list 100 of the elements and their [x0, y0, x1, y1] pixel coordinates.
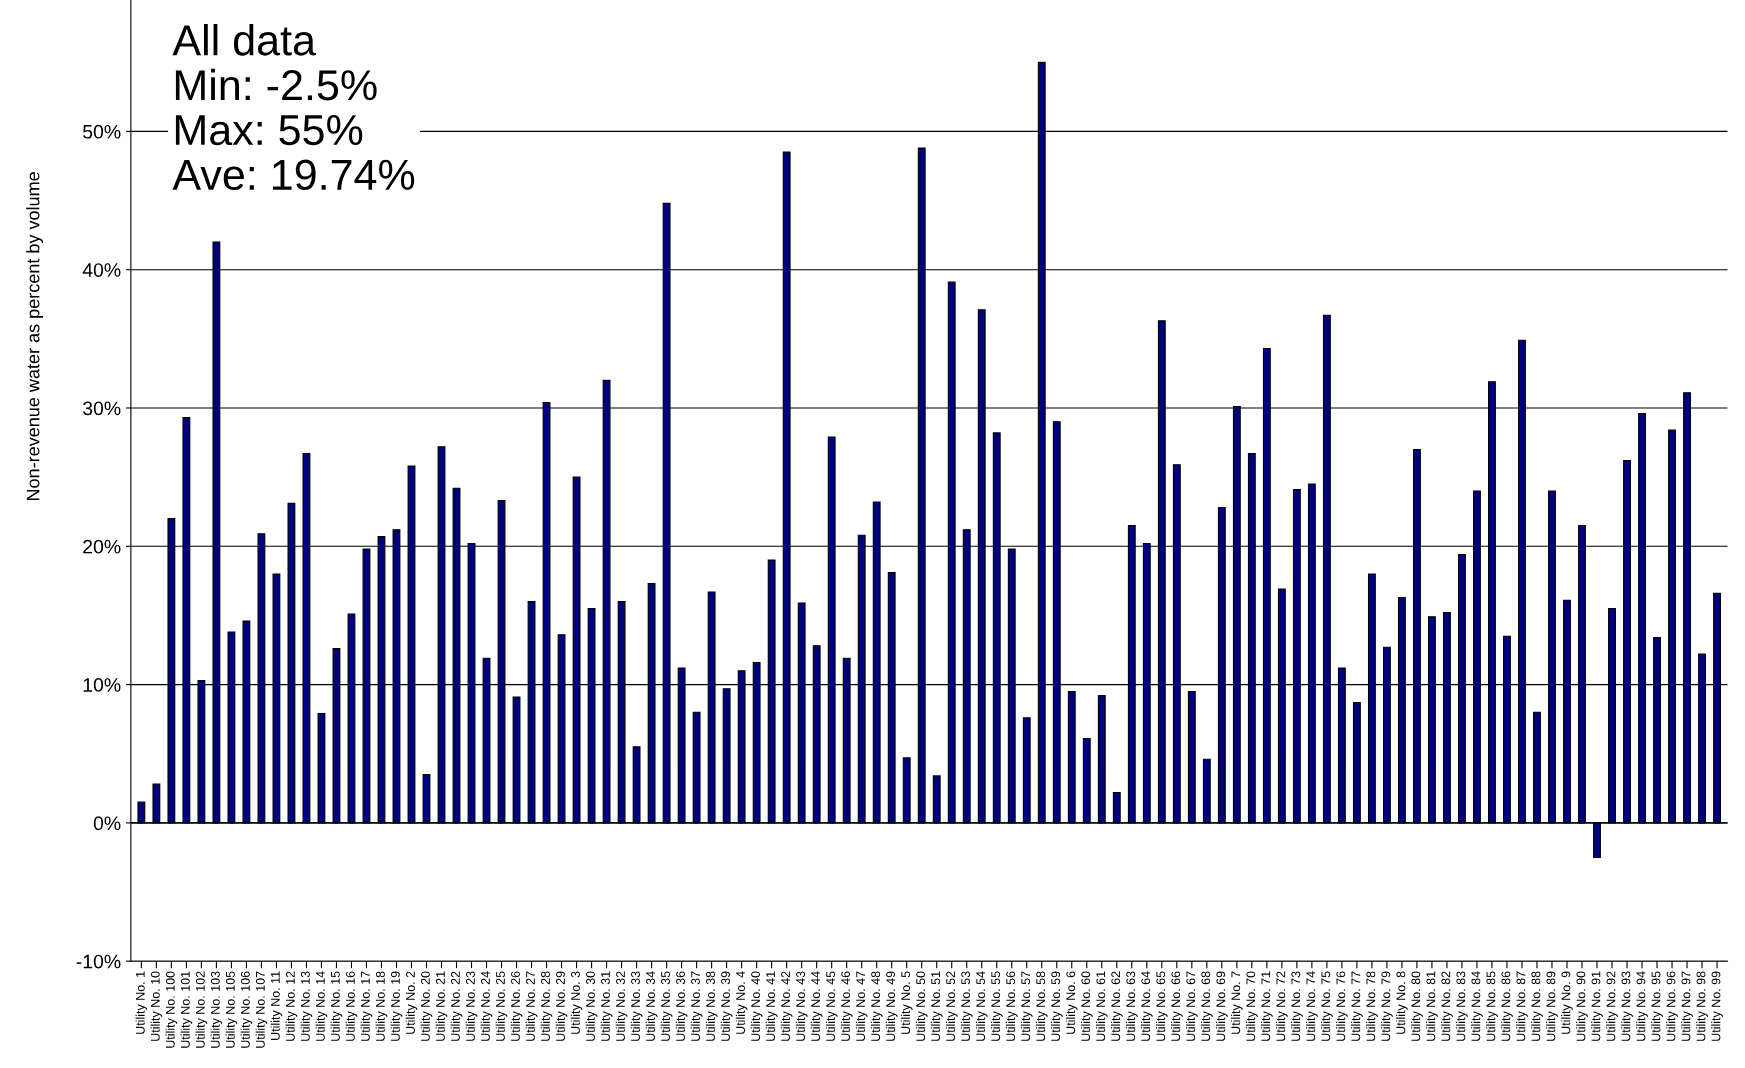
x-tick-label: Utility No. 46	[840, 971, 853, 1041]
x-tick-label: Utility No. 83	[1456, 971, 1468, 1041]
x-tick-label: Utility No. 81	[1426, 971, 1438, 1041]
x-tick-label: Utility No. 71	[1261, 971, 1273, 1041]
x-tick-label: Utility No. 14	[315, 971, 328, 1041]
x-tick-label: Utility No. 93	[1621, 971, 1633, 1041]
x-tick-label: Utility No. 1	[135, 971, 148, 1034]
x-tick-label: Utility No. 2	[405, 971, 418, 1034]
x-tick-label: Utility No. 91	[1591, 971, 1603, 1041]
x-tick-label: Utility No. 77	[1351, 971, 1363, 1041]
x-tick-label: Utility No. 11	[270, 971, 283, 1040]
x-tick-label: Utility No. 31	[600, 971, 613, 1041]
x-tick-label: Utility No. 5	[900, 971, 913, 1034]
x-tick-label: Utility No. 60	[1080, 971, 1093, 1041]
annotation: All data	[172, 24, 316, 56]
x-tick-label: Utility No. 6	[1065, 971, 1078, 1034]
x-tick-label: Utility No. 61	[1095, 971, 1108, 1041]
x-tick-label: Utility No. 13	[300, 971, 313, 1041]
x-tick-label: Utility No. 89	[1546, 971, 1558, 1041]
x-tick-label: Utility No. 82	[1441, 971, 1453, 1041]
x-tick-label: Utility No. 69	[1216, 971, 1228, 1041]
x-tick-label: Utility No. 62	[1110, 971, 1123, 1041]
x-tick-label: Utility No. 53	[960, 971, 973, 1041]
x-tick-label: Utility No. 106	[240, 971, 253, 1048]
x-tick-label: Utility No. 65	[1155, 971, 1168, 1041]
x-tick-label: Utility No. 32	[615, 971, 628, 1041]
x-tick-label: Utility No. 17	[360, 971, 373, 1041]
x-tick-label: Utility No. 4	[735, 971, 748, 1034]
x-tick-label: Utility No. 55	[990, 971, 1003, 1041]
x-tick-label: Utility No. 42	[780, 971, 793, 1041]
x-tick-label: Utility No. 72	[1276, 971, 1288, 1041]
x-tick-label: Utility No. 87	[1516, 971, 1528, 1041]
y-tick-label: 40%	[82, 263, 121, 277]
x-tick-label: Utility No. 52	[945, 971, 958, 1041]
x-tick-label: Utility No. 58	[1035, 971, 1048, 1041]
x-tick-label: Utility No. 86	[1501, 971, 1513, 1041]
x-tick-label: Utility No. 24	[480, 971, 493, 1041]
x-tick-label: Utility No. 48	[870, 971, 883, 1041]
x-tick-label: Utility No. 74	[1306, 971, 1318, 1041]
x-tick-label: Utility No. 96	[1666, 971, 1678, 1041]
x-tick-label: Utility No. 67	[1186, 971, 1198, 1041]
x-tick-label: Utility No. 45	[825, 971, 838, 1041]
y-tick-label: 20%	[83, 539, 121, 554]
x-tick-label: Utility No. 35	[660, 971, 673, 1041]
x-tick-label: Utility No. 41	[765, 971, 778, 1041]
x-tick-label: Utility No. 44	[810, 971, 823, 1041]
x-tick-label: Utility No. 36	[675, 971, 688, 1041]
x-tick-label: Utility No. 39	[720, 971, 733, 1041]
y-axis-title: Non-revenue water as percent by volume	[26, 172, 44, 501]
x-tick-label: Utility No. 34	[645, 971, 658, 1041]
annotation: Max: 55%	[175, 114, 363, 146]
x-tick-label: Utility No. 75	[1321, 971, 1333, 1041]
x-tick-label: Utility No. 16	[345, 971, 358, 1041]
x-tick-label: Utility No. 68	[1201, 971, 1213, 1041]
x-tick-label: Utility No. 66	[1170, 971, 1183, 1041]
x-tick-label: Utility No. 50	[915, 971, 928, 1041]
x-tick-label: Utility No. 76	[1336, 971, 1348, 1041]
x-tick-label: Utility No. 40	[750, 971, 763, 1041]
x-tick-label: Utility No. 84	[1471, 971, 1483, 1041]
x-tick-label: Utility No. 95	[1651, 971, 1663, 1041]
y-tick-label: 0%	[93, 816, 121, 831]
x-tick-label: Utility No. 85	[1486, 971, 1498, 1041]
x-tick-label: Utility No. 22	[450, 971, 463, 1041]
x-tick-label: Utility No. 99	[1711, 971, 1723, 1041]
x-tick-label: Utility No. 64	[1140, 971, 1153, 1041]
x-tick-label: Utility No. 88	[1531, 971, 1543, 1041]
x-tick-label: Utility No. 47	[855, 971, 868, 1041]
x-tick-label: Utility No. 57	[1020, 971, 1033, 1041]
x-tick-label: Utility No. 80	[1411, 971, 1423, 1041]
x-tick-label: Utility No. 59	[1050, 971, 1063, 1041]
x-tick-label: Utility No. 33	[630, 971, 643, 1041]
x-tick-label: Utility No. 3	[570, 971, 583, 1034]
y-tick-label: 30%	[82, 401, 121, 416]
x-tick-label: Utility No. 63	[1125, 971, 1138, 1041]
x-tick-label: Utility No. 15	[330, 971, 343, 1041]
x-tick-label: Utility No. 27	[525, 971, 538, 1041]
x-tick-label: Utility No. 102	[195, 971, 208, 1048]
x-tick-label: Utility No. 79	[1381, 971, 1393, 1041]
x-tick-label: Utility No. 7	[1231, 971, 1243, 1034]
x-tick-label: Utility No. 38	[705, 971, 718, 1041]
x-tick-label: Utility No. 100	[165, 971, 178, 1048]
x-tick-label: Utility No. 26	[510, 971, 523, 1041]
x-tick-label: Utility No. 18	[375, 971, 388, 1041]
x-tick-label: Utility No. 43	[795, 971, 808, 1041]
x-tick-label: Utility No. 56	[1005, 971, 1018, 1041]
x-tick-label: Utility No. 101	[180, 971, 193, 1048]
x-tick-label: Utility No. 25	[495, 971, 508, 1041]
x-tick-label: Utility No. 73	[1291, 971, 1303, 1041]
x-tick-label: Utility No. 19	[390, 971, 403, 1041]
x-tick-label: Utility No. 78	[1366, 971, 1378, 1041]
x-tick-label: Utility No. 23	[465, 971, 478, 1041]
x-tick-label: Utility No. 94	[1636, 971, 1648, 1041]
x-tick-label: Utility No. 28	[540, 971, 553, 1041]
x-tick-label: Utility No. 54	[975, 971, 988, 1041]
x-tick-label: Utility No. 49	[885, 971, 898, 1041]
x-tick-label: Utility No. 51	[930, 971, 943, 1041]
x-tick-label: Utility No. 10	[150, 971, 163, 1041]
x-tick-label: Utility No. 37	[690, 971, 703, 1041]
x-tick-label: Utility No. 21	[435, 971, 448, 1041]
x-tick-label: Utility No. 103	[210, 971, 223, 1048]
